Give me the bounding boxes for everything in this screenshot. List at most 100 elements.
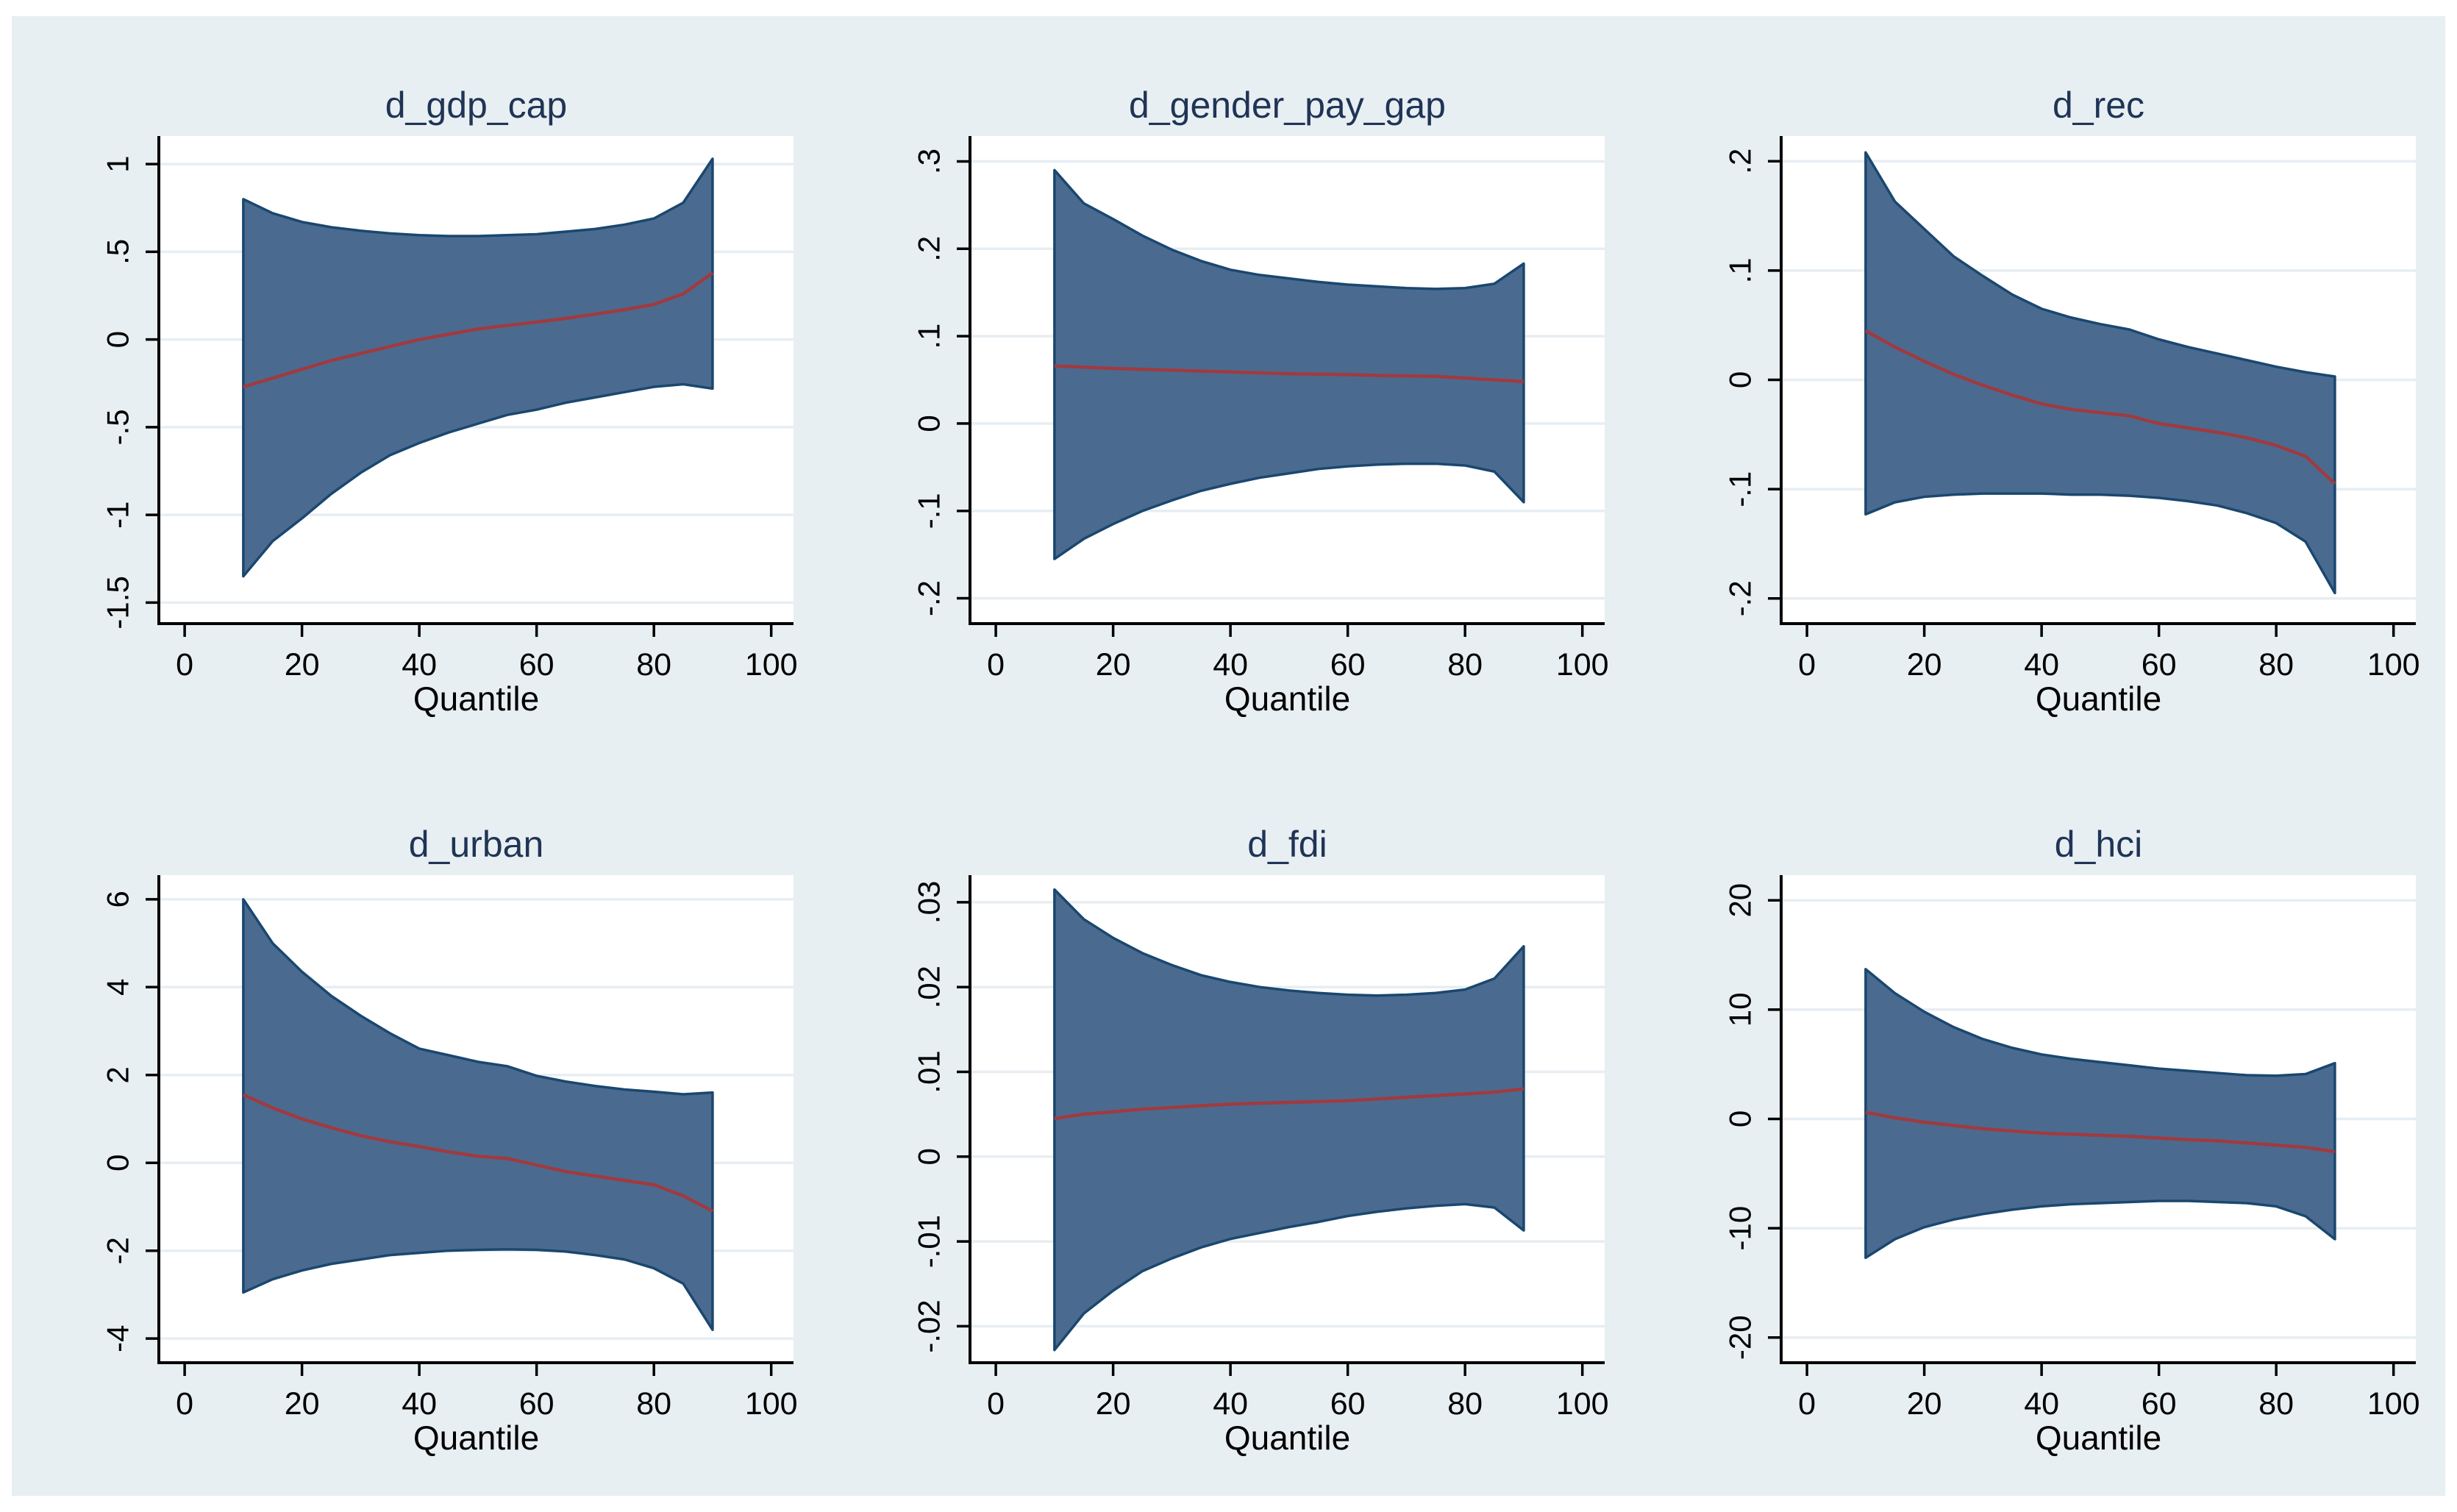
y-axis: 20 10 0 -10 -20 bbox=[1723, 883, 1781, 1360]
y-tick-label: -1.5 bbox=[101, 576, 135, 629]
x-tick-label: 100 bbox=[2367, 1386, 2420, 1422]
confidence-band bbox=[1053, 168, 1525, 560]
x-tick-label: 100 bbox=[2367, 647, 2420, 682]
y-tick-label: 20 bbox=[1723, 883, 1758, 918]
chart-title: d_gdp_cap bbox=[385, 85, 567, 126]
axes bbox=[1780, 136, 2416, 625]
x-tick-label: 0 bbox=[176, 1386, 193, 1422]
y-tick-label: .01 bbox=[912, 1050, 946, 1093]
x-tick-label: 80 bbox=[2258, 1386, 2294, 1422]
x-tick-label: 20 bbox=[285, 1386, 320, 1422]
y-tick-label: -.5 bbox=[101, 409, 135, 445]
x-tick-label: 80 bbox=[2258, 647, 2294, 682]
x-tick-label: 0 bbox=[1798, 647, 1816, 682]
x-axis: 0 20 40 60 80 100 bbox=[176, 1363, 798, 1422]
y-tick-label: -.01 bbox=[912, 1215, 946, 1268]
x-tick-label: 40 bbox=[402, 1386, 437, 1422]
x-axis: 0 20 40 60 80 100 bbox=[987, 624, 1609, 682]
figure: 1.5 0 -.5 -1 -1.5 0 20 40 60 80 100 Quantile d_gdp_c… bbox=[12, 16, 2445, 1496]
x-axis: 0 20 40 60 80 100 bbox=[1798, 624, 2420, 682]
x-axis-title: Quantile bbox=[2036, 1419, 2161, 1457]
chart-title: d_fdi bbox=[1247, 824, 1327, 865]
x-tick-label: 80 bbox=[1447, 1386, 1483, 1422]
x-tick-label: 100 bbox=[745, 1386, 798, 1422]
y-tick-label: 1 bbox=[101, 155, 135, 172]
estimate-line bbox=[1865, 1110, 2336, 1154]
confidence-band bbox=[242, 898, 714, 1331]
x-tick-label: 80 bbox=[636, 1386, 671, 1422]
axes bbox=[157, 136, 794, 625]
chart-title: d_urban bbox=[409, 824, 544, 865]
y-tick-label: -.2 bbox=[912, 580, 946, 616]
confidence-band bbox=[242, 157, 714, 578]
y-tick-label: -.1 bbox=[1723, 471, 1758, 507]
x-tick-label: 40 bbox=[2024, 647, 2059, 682]
chart-panel-d_urban: 6 4 2 0 -2 -4 0 20 40 60 80 100 Quantile d_urban bbox=[12, 755, 823, 1494]
y-tick-label: .2 bbox=[1723, 149, 1758, 174]
x-tick-label: 0 bbox=[176, 647, 193, 682]
x-axis-title: Quantile bbox=[1224, 680, 1350, 718]
y-axis: .2 .1 0 -.1 -.2 bbox=[1723, 149, 1781, 616]
x-tick-label: 100 bbox=[745, 647, 798, 682]
axes bbox=[1780, 875, 2416, 1364]
chart-title: d_gender_pay_gap bbox=[1129, 85, 1446, 126]
x-tick-label: 20 bbox=[1096, 1386, 1131, 1422]
x-axis-title: Quantile bbox=[413, 1419, 539, 1457]
axes bbox=[157, 875, 794, 1364]
y-tick-label: .1 bbox=[912, 324, 946, 349]
x-tick-label: 60 bbox=[1330, 1386, 1366, 1422]
y-tick-label: .5 bbox=[101, 239, 135, 265]
x-tick-label: 60 bbox=[519, 647, 554, 682]
x-tick-label: 0 bbox=[987, 1386, 1005, 1422]
chart-panel-d_rec: .2 .1 0 -.1 -.2 0 20 40 60 80 100 Quantile d_rec bbox=[1634, 16, 2445, 755]
chart-panel-d_hci: 20 10 0 -10 -20 0 20 40 60 80 100 Quantile d_hci bbox=[1634, 755, 2445, 1494]
estimate-line bbox=[1054, 364, 1525, 384]
y-tick-label: -10 bbox=[1723, 1206, 1758, 1251]
estimate-line bbox=[1054, 1087, 1525, 1121]
y-tick-label: 0 bbox=[101, 331, 135, 348]
y-tick-label: .3 bbox=[912, 149, 946, 174]
y-tick-label: 0 bbox=[1723, 371, 1758, 388]
x-tick-label: 40 bbox=[1213, 647, 1248, 682]
y-tick-label: -.02 bbox=[912, 1299, 946, 1352]
x-tick-label: 40 bbox=[2024, 1386, 2059, 1422]
chart-panel-d_fdi: .03 .02 .01 0 -.01 -.02 0 20 40 60 80 100 Quantile d_… bbox=[823, 755, 1634, 1494]
axes bbox=[969, 875, 1605, 1364]
chart-svg-d_gender_pay_gap: .3 .2 .1 0 -.1 -.2 0 20 40 60 80 100 Quantile d_gende… bbox=[912, 85, 1609, 718]
estimate-line bbox=[242, 1093, 713, 1213]
x-tick-label: 80 bbox=[636, 647, 671, 682]
y-tick-label: -.2 bbox=[1723, 580, 1758, 616]
y-tick-label: 0 bbox=[101, 1155, 135, 1172]
chart-svg-d_fdi: .03 .02 .01 0 -.01 -.02 0 20 40 60 80 100 Quantile d_… bbox=[912, 824, 1609, 1457]
y-tick-label: -1 bbox=[101, 501, 135, 528]
y-tick-label: .03 bbox=[912, 881, 946, 924]
x-tick-label: 60 bbox=[519, 1386, 554, 1422]
y-tick-label: .02 bbox=[912, 966, 946, 1008]
confidence-band bbox=[1864, 968, 2336, 1260]
y-tick-label: .1 bbox=[1723, 257, 1758, 283]
chart-svg-d_rec: .2 .1 0 -.1 -.2 0 20 40 60 80 100 Quantile d_rec bbox=[1723, 85, 2420, 718]
x-tick-label: 20 bbox=[285, 647, 320, 682]
y-tick-label: -2 bbox=[101, 1237, 135, 1264]
x-axis: 0 20 40 60 80 100 bbox=[987, 1363, 1609, 1422]
chart-svg-d_gdp_cap: 1 .5 0 -.5 -1 -1.5 0 20 40 60 80 100 Quantile d_gdp_c… bbox=[101, 85, 798, 718]
y-tick-label: 0 bbox=[1723, 1110, 1758, 1127]
x-axis: 0 20 40 60 80 100 bbox=[176, 624, 798, 682]
y-tick-label: 4 bbox=[101, 979, 135, 996]
x-axis-title: Quantile bbox=[2036, 680, 2161, 718]
estimate-line bbox=[243, 271, 714, 389]
x-tick-label: 60 bbox=[1330, 647, 1366, 682]
chart-title: d_rec bbox=[2053, 85, 2144, 126]
x-tick-label: 0 bbox=[987, 647, 1005, 682]
x-tick-label: 20 bbox=[1907, 1386, 1942, 1422]
chart-grid: 1.5 0 -.5 -1 -1.5 0 20 40 60 80 100 Quantile d_gdp_c… bbox=[12, 16, 2445, 1494]
y-axis: .3 .2 .1 0 -.1 -.2 bbox=[912, 149, 970, 616]
confidence-band bbox=[1053, 888, 1525, 1352]
confidence-band bbox=[1864, 151, 2336, 595]
estimate-line bbox=[1864, 329, 2336, 485]
x-axis-title: Quantile bbox=[413, 680, 539, 718]
y-axis: .03 .02 .01 0 -.01 -.02 bbox=[912, 881, 970, 1353]
y-tick-label: 6 bbox=[101, 891, 135, 907]
x-tick-label: 100 bbox=[1556, 1386, 1609, 1422]
